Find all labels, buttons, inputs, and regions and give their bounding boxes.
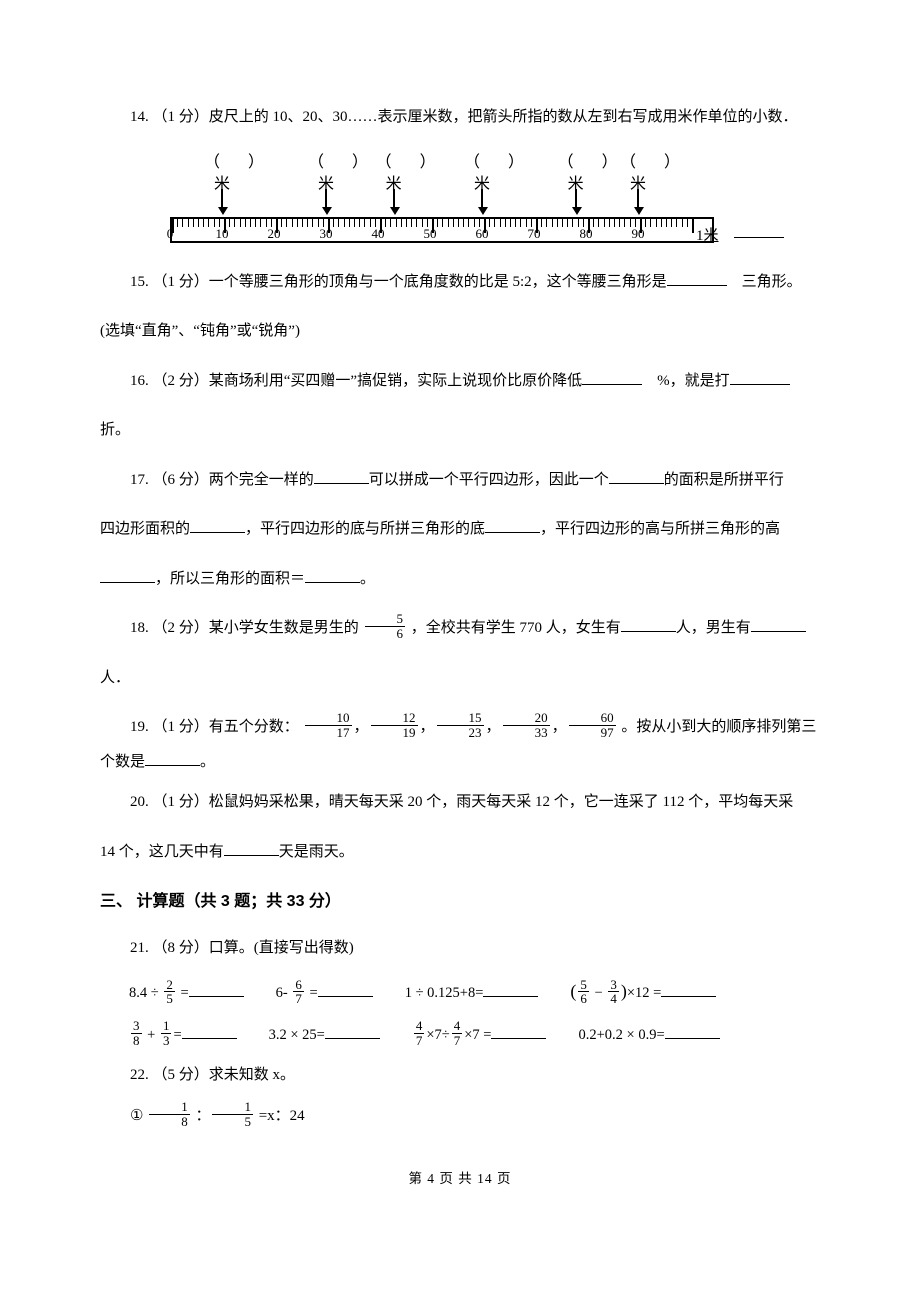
q19-frac-3: 2033: [503, 711, 550, 739]
q17-b3[interactable]: [190, 517, 245, 533]
q19-frac-2: 1523: [437, 711, 484, 739]
ruler-arrow-4: [576, 189, 577, 215]
q19-frac-0: 1017: [305, 711, 352, 739]
q19-frac-1: 1219: [371, 711, 418, 739]
q22-line1: ① 18 ：15 =x：24: [100, 1099, 820, 1134]
q16-line2: 折。: [100, 413, 820, 448]
q21-r2c3: 47×7÷47×7 =: [412, 1019, 547, 1052]
q19-b1[interactable]: [145, 750, 200, 766]
q15-t2: 三角形。: [727, 274, 802, 290]
q22-mid: ：: [192, 1108, 211, 1124]
q21-r2b4[interactable]: [665, 1023, 720, 1039]
q17-t4: 四边形面积的: [100, 521, 190, 537]
q21-r2b3[interactable]: [491, 1023, 546, 1039]
q18-line2: 人．: [100, 661, 820, 696]
ruler-arrow-3: [482, 189, 483, 215]
q17-line1: 17. （6 分）两个完全一样的 可以拼成一个平行四边形，因此一个 的面积是所拼平行: [100, 463, 820, 498]
q19-frac-4: 6097: [569, 711, 616, 739]
q21-r2b2[interactable]: [325, 1023, 380, 1039]
q18-b1[interactable]: [621, 616, 676, 632]
q21-r1c4: (56 − 34)×12 =: [570, 971, 716, 1012]
q21-r1c1: 8.4 ÷ 25 =: [129, 977, 244, 1010]
q17-line2: 四边形面积的 ，平行四边形的底与所拼三角形的底 ，平行四边形的高与所拼三角形的高: [100, 512, 820, 547]
q19-t3: 。: [200, 754, 215, 770]
q21-r1b3[interactable]: [483, 982, 538, 998]
q22-f2: 15: [212, 1100, 253, 1128]
q20-b1[interactable]: [224, 840, 279, 856]
q15-line1: 15. （1 分）一个等腰三角形的顶角与一个底角度数的比是 5:2，这个等腰三角…: [100, 265, 820, 300]
page-footer: 第 4 页 共 14 页: [100, 1163, 820, 1194]
q19-fracs: 1017，1219，1523，2033，6097: [303, 719, 618, 735]
q17-b6[interactable]: [305, 567, 360, 583]
q17-t5: ，平行四边形的底与所拼三角形的底: [245, 521, 485, 537]
q21-r1c2: 6- 67 =: [276, 977, 373, 1010]
q16-blank2[interactable]: [730, 369, 790, 385]
q21-r1b2[interactable]: [318, 982, 373, 998]
q17-b2[interactable]: [609, 468, 664, 484]
q16-line1: 16. （2 分）某商场利用“买四赠一”搞促销，实际上说现价比原价降低 %，就是…: [100, 364, 820, 399]
q15-line2: (选填“直角”、“钝角”或“锐角”): [100, 314, 820, 349]
q21-title: 21. （8 分）口算。(直接写出得数): [100, 931, 820, 966]
q21-r2c4: 0.2+0.2 × 0.9=: [578, 1019, 719, 1052]
ruler-label-40: 40: [372, 219, 385, 249]
ruler-label-20: 20: [268, 219, 281, 249]
q16-t1: 16. （2 分）某商场利用“买四赠一”搞促销，实际上说现价比原价降低: [130, 373, 582, 389]
ruler-trailing-blank[interactable]: [734, 237, 784, 238]
q21-row2: 38 + 13= 3.2 × 25= 47×7÷47×7 = 0.2+0.2 ×…: [129, 1019, 820, 1052]
section3-title: 三、 计算题（共 3 题；共 33 分）: [100, 884, 820, 921]
q15-blank[interactable]: [667, 270, 727, 286]
q19-t1: 19. （1 分）有五个分数：: [130, 719, 303, 735]
q21-r1b4[interactable]: [661, 982, 716, 998]
q18-t3: 人，男生有: [676, 620, 751, 636]
q21-row1: 8.4 ÷ 25 = 6- 67 = 1 ÷ 0.125+8= (56 − 34…: [129, 971, 820, 1012]
q22-title: 22. （5 分）求未知数 x。: [100, 1058, 820, 1093]
q17-t2: 可以拼成一个平行四边形，因此一个: [369, 472, 609, 488]
q20-line1: 20. （1 分）松鼠妈妈采松果，晴天每天采 20 个，雨天每天采 12 个，它…: [100, 785, 820, 820]
q22-suffix: =x：24: [255, 1108, 305, 1124]
q14-text: 14. （1 分）皮尺上的 10、20、30……表示厘米数，把箭头所指的数从左到…: [100, 100, 820, 135]
ruler-end-label: 1米: [696, 219, 719, 254]
q20-t3: 天是雨天。: [279, 844, 354, 860]
ruler-diagram: （ ）米（ ）米（ ）米（ ）米（ ）米（ ）米0102030405060708…: [160, 145, 720, 255]
q22-f1: 18: [149, 1100, 190, 1128]
q21-r1b1[interactable]: [189, 982, 244, 998]
ruler-label-50: 50: [424, 219, 437, 249]
q15-t1: 15. （1 分）一个等腰三角形的顶角与一个底角度数的比是 5:2，这个等腰三角…: [130, 274, 667, 290]
q18-t1: 18. （2 分）某小学女生数是男生的: [130, 620, 363, 636]
q17-t1: 17. （6 分）两个完全一样的: [130, 472, 314, 488]
q17-b1[interactable]: [314, 468, 369, 484]
q21-r2c1: 38 + 13=: [129, 1019, 237, 1052]
q17-t6: ，平行四边形的高与所拼三角形的高: [540, 521, 780, 537]
q18-t2: ，全校共有学生 770 人，女生有: [407, 620, 621, 636]
q17-line3: ，所以三角形的面积＝ 。: [100, 562, 820, 597]
q18-b2[interactable]: [751, 616, 806, 632]
q20-line2: 14 个，这几天中有 天是雨天。: [100, 835, 820, 870]
q16-t2: %，就是打: [642, 373, 730, 389]
q19-line: 19. （1 分）有五个分数： 1017，1219，1523，2033，6097…: [100, 710, 820, 779]
ruler-arrow-0: [222, 189, 223, 215]
q16-blank1[interactable]: [582, 369, 642, 385]
ruler-label-10: 10: [216, 219, 229, 249]
ruler-label-0: 0: [167, 219, 174, 249]
q17-t3: 的面积是所拼平行: [664, 472, 784, 488]
q21-r1c3: 1 ÷ 0.125+8=: [405, 977, 539, 1010]
q22-prefix: ①: [130, 1108, 147, 1124]
ruler-arrow-2: [394, 189, 395, 215]
ruler-arrow-1: [326, 189, 327, 215]
ruler-label-80: 80: [580, 219, 593, 249]
ruler-label-70: 70: [528, 219, 541, 249]
ruler-label-90: 90: [632, 219, 645, 249]
q17-t7: ，所以三角形的面积＝: [155, 571, 305, 587]
q17-b5[interactable]: [100, 567, 155, 583]
q20-t2: 14 个，这几天中有: [100, 844, 224, 860]
ruler-arrow-5: [638, 189, 639, 215]
q18-frac: 56: [365, 612, 406, 640]
q18-line1: 18. （2 分）某小学女生数是男生的 56 ，全校共有学生 770 人，女生有…: [100, 611, 820, 646]
q21-r2c2: 3.2 × 25=: [269, 1019, 380, 1052]
q17-b4[interactable]: [485, 517, 540, 533]
ruler-label-30: 30: [320, 219, 333, 249]
q17-t8: 。: [360, 571, 375, 587]
ruler-label-60: 60: [476, 219, 489, 249]
q21-r2b1[interactable]: [182, 1023, 237, 1039]
